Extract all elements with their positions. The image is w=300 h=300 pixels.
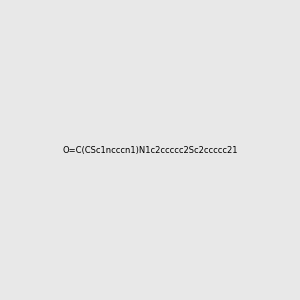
Text: O=C(CSc1ncccn1)N1c2ccccc2Sc2ccccc21: O=C(CSc1ncccn1)N1c2ccccc2Sc2ccccc21: [62, 146, 238, 154]
